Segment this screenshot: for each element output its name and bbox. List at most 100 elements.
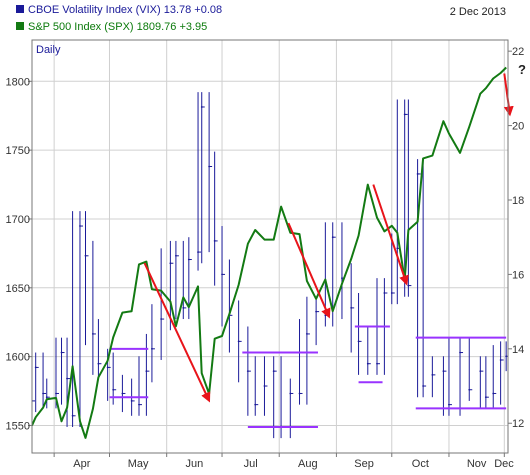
vix-point xyxy=(121,392,124,395)
right-tick-label-16: 16 xyxy=(512,269,524,281)
vix-point xyxy=(492,392,495,395)
vix-point xyxy=(84,254,87,257)
trend-arrow-2 xyxy=(287,222,331,319)
vix-point xyxy=(197,251,199,253)
vix-point xyxy=(42,392,44,395)
vix-point xyxy=(324,314,327,317)
vix-point xyxy=(459,351,461,354)
x-tick-label-jun: Jun xyxy=(185,458,203,470)
vix-legend-label: CBOE Volatility Index (VIX) 13.78 +0.08 xyxy=(16,4,222,16)
x-tick-label-nov: Nov xyxy=(467,458,487,470)
vix-point xyxy=(237,340,240,343)
plot-background xyxy=(32,40,508,453)
vix-point xyxy=(55,392,57,395)
vix-point xyxy=(79,225,81,227)
trend-arrow-3 xyxy=(372,184,409,286)
vix-bars xyxy=(32,92,508,439)
spx-legend-text: S&P 500 Index (SPX) 1809.76 +3.95 xyxy=(28,21,208,33)
vix-point xyxy=(66,377,68,380)
period-label: Daily xyxy=(36,44,61,56)
chart-date: 2 Dec 2013 xyxy=(449,6,506,18)
vix-point xyxy=(289,392,292,395)
spx-legend-label: S&P 500 Index (SPX) 1809.76 +3.95 xyxy=(16,21,207,33)
spx-series-line xyxy=(32,66,507,439)
vix-point xyxy=(169,262,172,265)
vix-point xyxy=(442,370,445,373)
vix-point xyxy=(357,340,360,343)
plot-frame xyxy=(31,39,509,454)
vix-point xyxy=(145,370,148,373)
vix-point xyxy=(376,362,378,365)
vix-point xyxy=(383,292,386,294)
trend-arrow-1 xyxy=(143,262,211,403)
right-tick-label-18: 18 xyxy=(512,195,524,207)
vix-point xyxy=(112,388,115,391)
vix-point xyxy=(45,396,48,399)
x-tick-label-apr: Apr xyxy=(73,458,90,470)
vix-point xyxy=(298,392,301,395)
vix-point xyxy=(60,351,63,354)
vix-point xyxy=(341,277,343,280)
vix-point xyxy=(505,355,508,358)
vix-point xyxy=(246,370,249,373)
vix-point xyxy=(182,306,185,309)
left-tick-label-1750: 1750 xyxy=(6,145,30,157)
vix-point xyxy=(130,400,133,402)
vix-point xyxy=(499,359,502,361)
right-tick-label-22: 22 xyxy=(512,46,524,58)
vix-point xyxy=(200,106,203,108)
right-tick-label-20: 20 xyxy=(512,121,524,133)
vix-point xyxy=(396,247,399,250)
spx-line-group xyxy=(32,66,507,439)
x-tick-label-sep: Sep xyxy=(354,458,374,470)
vix-point xyxy=(254,403,257,406)
vix-point xyxy=(97,362,100,365)
vix-point xyxy=(160,318,163,320)
vix-point xyxy=(272,370,275,373)
vix-point xyxy=(350,306,353,309)
vix-point xyxy=(106,366,109,369)
left-tick-label-1600: 1600 xyxy=(6,352,30,364)
x-tick-label-dec: Dec xyxy=(494,458,514,470)
vix-point xyxy=(71,414,74,417)
trend-arrow-4 xyxy=(503,73,514,117)
vix-point xyxy=(91,333,94,335)
right-tick-label-14: 14 xyxy=(512,344,524,356)
vix-point xyxy=(431,373,434,376)
vix-point xyxy=(366,362,369,365)
vix-point xyxy=(484,396,487,399)
vix-point xyxy=(187,258,190,261)
vix-point xyxy=(479,370,482,373)
left-axis-ticks: 1550 1600 1650 1700 1750 1800 xyxy=(6,76,32,432)
vix-point xyxy=(390,292,393,294)
vix-point xyxy=(468,388,471,391)
vix-point xyxy=(208,165,211,168)
vix-point xyxy=(213,240,216,242)
x-tick-label-jul: Jul xyxy=(244,458,258,470)
right-axis-ticks: 12 14 16 18 20 22 xyxy=(508,46,524,430)
vix-point xyxy=(305,333,308,335)
trend-arrows xyxy=(143,73,514,403)
vix-point xyxy=(416,173,419,175)
vix-point xyxy=(407,284,410,287)
x-axis-ticks: Apr May Jun Jul Aug Sep Oct Nov Dec xyxy=(53,453,514,470)
x-tick-label-aug: Aug xyxy=(298,458,318,470)
left-tick-label-1800: 1800 xyxy=(6,76,30,88)
left-tick-label-1650: 1650 xyxy=(6,283,30,295)
vix-point xyxy=(315,310,318,313)
vix-point xyxy=(263,385,266,387)
vix-point xyxy=(151,347,153,350)
vix-point xyxy=(175,254,177,257)
vix-point xyxy=(403,113,406,116)
vix-point xyxy=(138,403,140,406)
x-tick-label-may: May xyxy=(128,458,149,470)
vix-legend-text: CBOE Volatility Index (VIX) 13.78 +0.08 xyxy=(28,4,223,16)
vix-point xyxy=(331,236,334,239)
x-tick-label-oct: Oct xyxy=(412,458,429,470)
vix-point xyxy=(422,385,425,387)
vix-levels xyxy=(109,325,507,428)
spx-legend-swatch xyxy=(16,22,24,30)
left-tick-label-1550: 1550 xyxy=(6,420,30,432)
vix-point xyxy=(221,273,223,276)
